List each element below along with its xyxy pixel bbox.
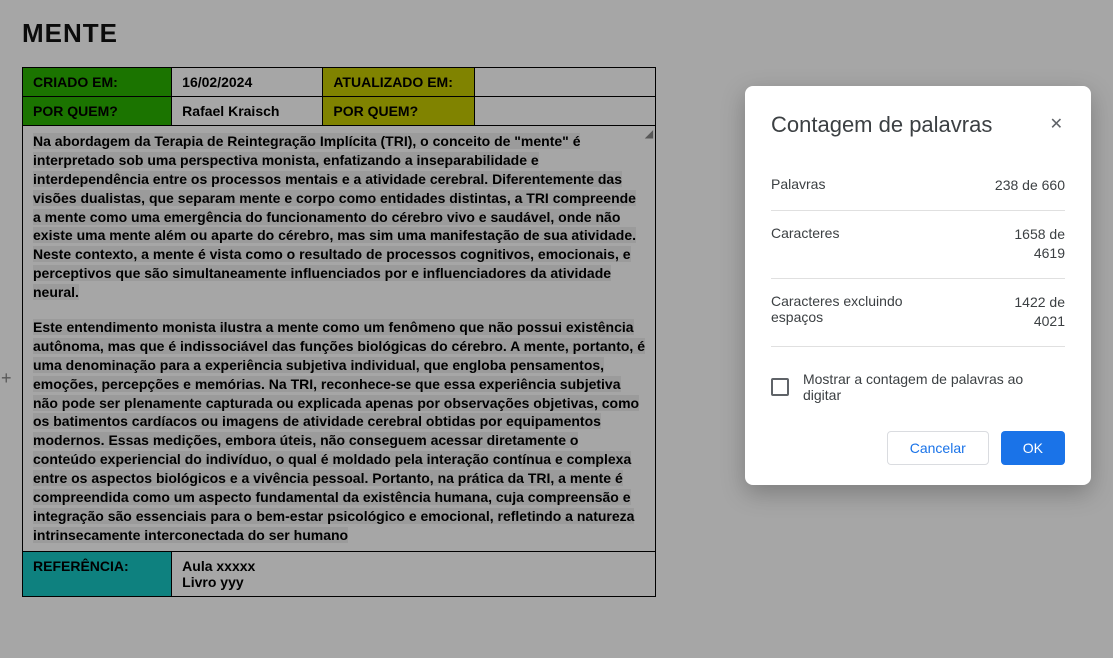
value-updated[interactable] <box>474 68 655 97</box>
label-updated: ATUALIZADO EM: <box>323 68 474 97</box>
stat-label: Palavras <box>771 176 825 192</box>
value-author1[interactable]: Rafael Kraisch <box>172 97 323 126</box>
stat-row-chars-nospace: Caracteres excluindo espaços 1422 de 402… <box>771 279 1065 347</box>
value-author2[interactable] <box>474 97 655 126</box>
stat-label: Caracteres <box>771 225 839 241</box>
cancel-button[interactable]: Cancelar <box>887 431 989 465</box>
stat-value: 1422 de 4021 <box>1014 293 1065 332</box>
label-created: CRIADO EM: <box>23 68 172 97</box>
stat-label: Caracteres excluindo espaços <box>771 293 951 325</box>
dialog-header: Contagem de palavras ✕ <box>771 112 1065 138</box>
checkbox-icon[interactable] <box>771 378 789 396</box>
stat-row-chars: Caracteres 1658 de 4619 <box>771 211 1065 279</box>
label-reference: REFERÊNCIA: <box>23 551 172 596</box>
checkbox-label: Mostrar a contagem de palavras ao digita… <box>803 371 1065 403</box>
value-created[interactable]: 16/02/2024 <box>172 68 323 97</box>
table-row: ◢ Na abordagem da Terapia de Reintegraçã… <box>23 126 656 552</box>
dialog-title: Contagem de palavras <box>771 112 992 138</box>
value-reference[interactable]: Aula xxxxx Livro yyy <box>172 551 656 596</box>
ok-button[interactable]: OK <box>1001 431 1065 465</box>
resize-handle-icon[interactable]: ◢ <box>645 128 653 142</box>
close-icon[interactable]: ✕ <box>1048 112 1065 136</box>
table-row: CRIADO EM: 16/02/2024 ATUALIZADO EM: <box>23 68 656 97</box>
body-paragraph-2[interactable]: Este entendimento monista ilustra a ment… <box>33 319 645 543</box>
show-count-while-typing[interactable]: Mostrar a contagem de palavras ao digita… <box>771 347 1065 431</box>
body-paragraph-1[interactable]: Na abordagem da Terapia de Reintegração … <box>33 133 636 300</box>
document-area: MENTE CRIADO EM: 16/02/2024 ATUALIZADO E… <box>0 0 665 615</box>
table-row: POR QUEM? Rafael Kraisch POR QUEM? <box>23 97 656 126</box>
stat-value: 238 de 660 <box>995 176 1065 196</box>
stat-value: 1658 de 4619 <box>1014 225 1065 264</box>
meta-table: CRIADO EM: 16/02/2024 ATUALIZADO EM: POR… <box>22 67 656 597</box>
body-cell[interactable]: ◢ Na abordagem da Terapia de Reintegraçã… <box>23 126 656 552</box>
label-author1: POR QUEM? <box>23 97 172 126</box>
add-row-icon[interactable]: + <box>1 368 12 389</box>
word-count-dialog: Contagem de palavras ✕ Palavras 238 de 6… <box>745 86 1091 485</box>
stat-row-words: Palavras 238 de 660 <box>771 162 1065 211</box>
label-author2: POR QUEM? <box>323 97 474 126</box>
table-row: REFERÊNCIA: Aula xxxxx Livro yyy <box>23 551 656 596</box>
page-title: MENTE <box>22 18 643 49</box>
dialog-footer: Cancelar OK <box>771 431 1065 465</box>
